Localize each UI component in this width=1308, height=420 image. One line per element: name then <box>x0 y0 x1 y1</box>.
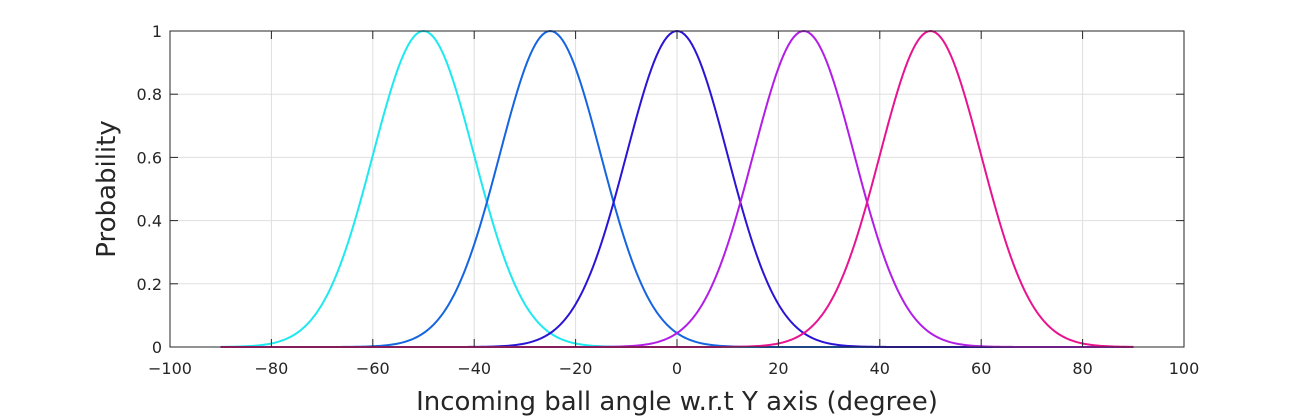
x-tick-label: 20 <box>768 359 788 378</box>
y-tick-label: 0.2 <box>137 275 162 294</box>
x-tick-label: −80 <box>255 359 289 378</box>
x-tick-label: 40 <box>870 359 890 378</box>
x-tick-label: −40 <box>457 359 491 378</box>
x-axis-label: Incoming ball angle w.r.t Y axis (degree… <box>416 387 938 417</box>
x-tick-label: 60 <box>971 359 991 378</box>
x-tick-labels: −100 −80 −60 −40 −20 0 20 40 60 80 100 <box>148 359 1199 378</box>
y-tick-labels: 0 0.2 0.4 0.6 0.8 1 <box>137 22 162 357</box>
x-tick-label: −20 <box>559 359 593 378</box>
ticks <box>169 30 1185 348</box>
y-tick-label: 0.8 <box>137 85 162 104</box>
x-tick-label: 0 <box>672 359 682 378</box>
x-tick-label: −60 <box>356 359 390 378</box>
y-tick-label: 0.6 <box>137 148 162 167</box>
y-tick-label: 0 <box>152 338 162 357</box>
x-tick-label: 80 <box>1072 359 1092 378</box>
y-axis-label: Probability <box>92 120 122 257</box>
x-tick-label: −100 <box>148 359 192 378</box>
y-tick-label: 0.4 <box>137 212 162 231</box>
y-tick-label: 1 <box>152 22 162 41</box>
x-tick-label: 100 <box>1169 359 1200 378</box>
